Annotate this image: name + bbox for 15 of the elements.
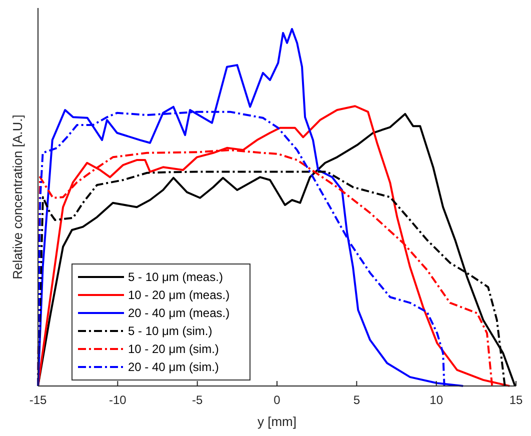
x-tick-label: 15 [509, 393, 523, 407]
legend-label: 5 - 10 μm (meas.) [128, 270, 223, 284]
legend-label: 10 - 20 μm (meas.) [128, 288, 230, 302]
legend-label: 20 - 40 μm (meas.) [128, 306, 230, 320]
x-tick-label: 0 [274, 393, 281, 407]
legend-label: 5 - 10 μm (sim.) [128, 324, 212, 338]
x-tick-label: 5 [353, 393, 360, 407]
y-axis-title: Relative concentration [A.U.] [10, 114, 25, 280]
x-tick-label: -5 [192, 393, 203, 407]
legend-label: 10 - 20 μm (sim.) [128, 342, 219, 356]
x-tick-label: 10 [430, 393, 444, 407]
legend-label: 20 - 40 μm (sim.) [128, 360, 219, 374]
x-tick-label: -10 [108, 393, 127, 407]
x-tick-label: -15 [29, 393, 47, 407]
x-axis-title: y [mm] [258, 414, 296, 429]
